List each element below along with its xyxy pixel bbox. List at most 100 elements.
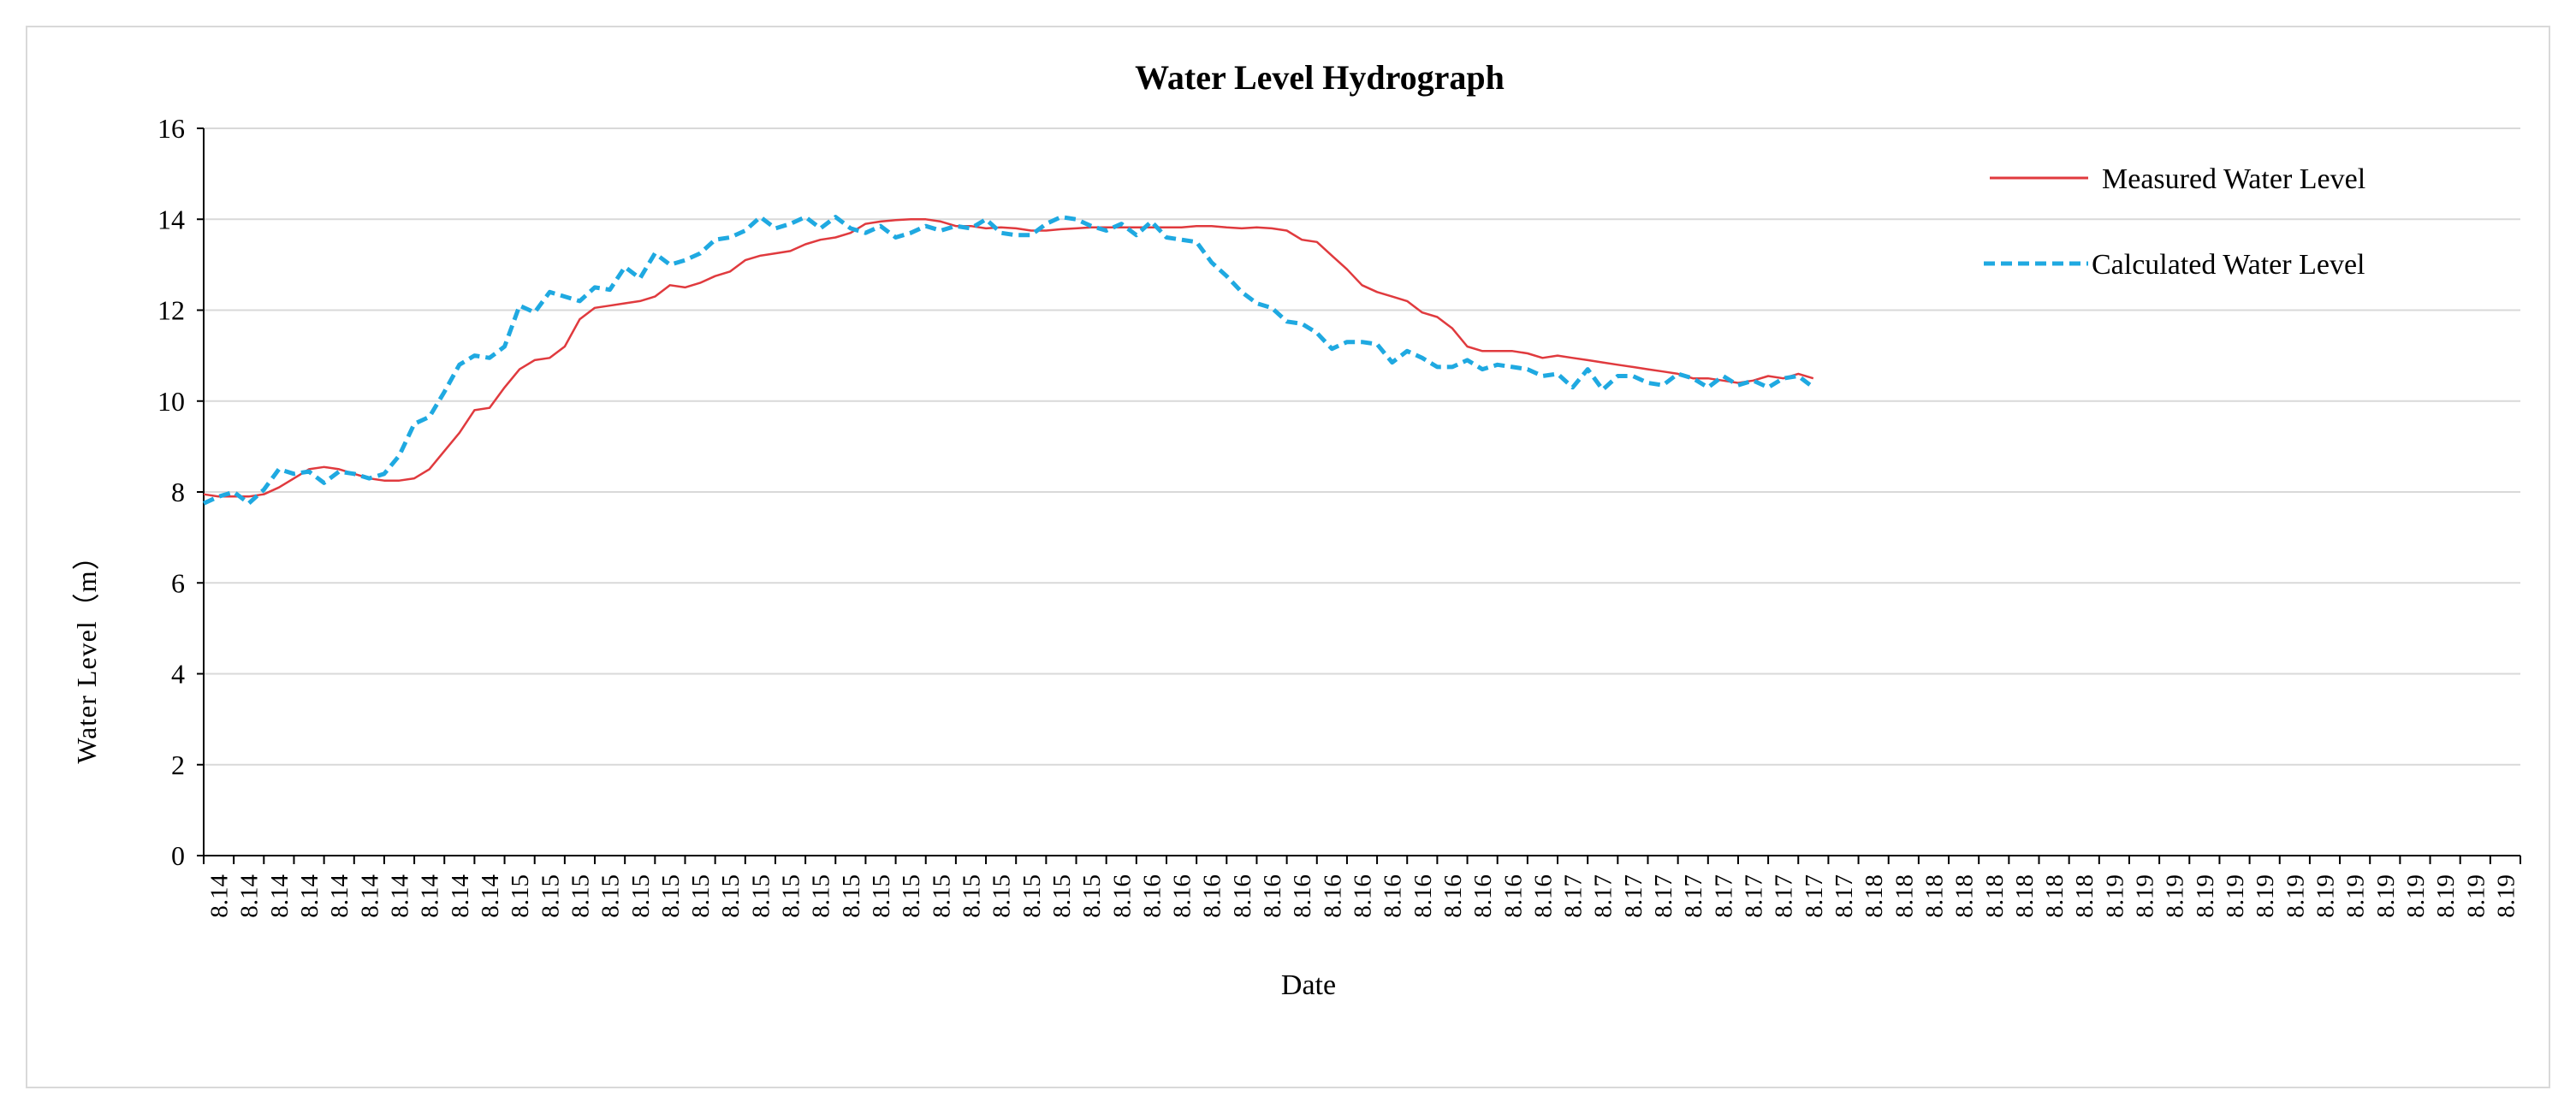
- x-tick-label: 8.16: [1410, 874, 1437, 918]
- x-tick-label: 8.15: [1018, 874, 1046, 918]
- y-tick-label: 4: [171, 659, 185, 690]
- x-tick-label: 8.17: [1801, 874, 1828, 918]
- x-tick-label: 8.14: [296, 874, 323, 918]
- x-tick-label: 8.15: [537, 874, 564, 918]
- x-tick-label: 8.18: [1951, 874, 1979, 918]
- x-tick-label: 8.14: [356, 874, 383, 918]
- y-tick-label: 10: [157, 386, 185, 417]
- x-tick-label: 8.18: [1920, 874, 1948, 918]
- x-tick-label: 8.19: [2372, 874, 2400, 918]
- x-tick-label: 8.16: [1499, 874, 1527, 918]
- y-tick-label: 12: [157, 295, 185, 326]
- x-tick-label: 8.19: [2132, 874, 2159, 918]
- x-tick-label: 8.15: [988, 874, 1016, 918]
- x-tick-label: 8.19: [2312, 874, 2339, 918]
- x-tick-labels: 8.14 8.14 8.14 8.14 8.14 8.14 8.14 8.14 8.14 8.14…: [206, 874, 2520, 918]
- y-tick-label: 0: [171, 840, 185, 871]
- x-tick-label: 8.18: [2011, 874, 2039, 918]
- x-tick-label: 8.15: [838, 874, 865, 918]
- x-tick-label: 8.16: [1199, 874, 1226, 918]
- x-tick-label: 8.14: [236, 874, 264, 918]
- x-tick-label: 8.14: [206, 874, 234, 918]
- x-tick-label: 8.17: [1620, 874, 1647, 918]
- x-tick-label: 8.15: [958, 874, 985, 918]
- x-axis-label: Date: [1281, 969, 1336, 1001]
- x-tick-label: 8.16: [1289, 874, 1316, 918]
- x-tick-label: 8.19: [2192, 874, 2219, 918]
- chart-title: Water Level Hydrograph: [1135, 58, 1505, 97]
- y-tick-labels: 0 2 4 6 8 10 12 14 16: [157, 113, 185, 871]
- x-tick-label: 8.16: [1319, 874, 1346, 918]
- x-tick-label: 8.18: [1890, 874, 1918, 918]
- x-tick-label: 8.14: [447, 874, 474, 918]
- x-tick-label: 8.19: [2222, 874, 2249, 918]
- y-tick-label: 14: [157, 204, 185, 234]
- x-tick-label: 8.17: [1741, 874, 1768, 918]
- x-tick-label: 8.16: [1229, 874, 1256, 918]
- x-tick-label: 8.15: [778, 874, 805, 918]
- measured-water-level-line: [203, 218, 1814, 498]
- x-tick-label: 8.15: [898, 874, 925, 918]
- y-tick-label: 16: [157, 113, 185, 144]
- x-tick-label: 8.16: [1439, 874, 1467, 918]
- x-tick-label: 8.16: [1350, 874, 1377, 918]
- x-tick-label: 8.15: [1048, 874, 1076, 918]
- x-tick-label: 8.17: [1590, 874, 1617, 918]
- x-tick-label: 8.17: [1771, 874, 1798, 918]
- y-axis-label: Water Level（m）: [71, 542, 102, 763]
- x-tick-label: 8.18: [1981, 874, 2009, 918]
- x-tick-label: 8.19: [2402, 874, 2430, 918]
- x-tick-label: 8.16: [1259, 874, 1286, 918]
- x-tick-label: 8.14: [387, 874, 414, 918]
- x-tick-label: 8.16: [1138, 874, 1166, 918]
- y-tick-label: 2: [171, 750, 185, 780]
- x-tick-label: 8.17: [1680, 874, 1707, 918]
- x-tick-label: 8.17: [1650, 874, 1677, 918]
- x-tick-label: 8.15: [627, 874, 655, 918]
- gridlines: [204, 127, 2520, 766]
- x-tick-label: 8.19: [2432, 874, 2460, 918]
- x-tick-label: 8.15: [1078, 874, 1106, 918]
- x-tick-label: 8.15: [747, 874, 775, 918]
- x-tick-label: 8.19: [2101, 874, 2128, 918]
- x-tick-label: 8.18: [1861, 874, 1888, 918]
- x-tick-label: 8.19: [2252, 874, 2279, 918]
- x-tick-label: 8.19: [2492, 874, 2520, 918]
- x-tick-label: 8.15: [597, 874, 625, 918]
- x-tick-label: 8.14: [477, 874, 504, 918]
- x-tick-label: 8.15: [657, 874, 685, 918]
- x-tick-label: 8.19: [2342, 874, 2370, 918]
- x-tick-label: 8.15: [507, 874, 534, 918]
- legend-label-measured: Measured Water Level: [2102, 163, 2365, 195]
- legend: Measured Water Level Calculated Water Le…: [1984, 163, 2365, 281]
- x-tick-label: 8.19: [2462, 874, 2490, 918]
- x-tick-label: 8.18: [2071, 874, 2098, 918]
- x-tick-label: 8.14: [417, 874, 444, 918]
- x-tick-label: 8.19: [2162, 874, 2189, 918]
- axes: [197, 127, 2521, 864]
- x-tick-label: 8.16: [1469, 874, 1497, 918]
- y-tick-label: 6: [171, 567, 185, 598]
- calculated-water-level-line: [202, 215, 1815, 506]
- x-tick-label: 8.16: [1108, 874, 1136, 918]
- x-tick-label: 8.16: [1529, 874, 1557, 918]
- x-tick-label: 8.17: [1710, 874, 1737, 918]
- legend-label-calculated: Calculated Water Level: [2092, 249, 2365, 281]
- x-tick-label: 8.17: [1560, 874, 1588, 918]
- x-tick-label: 8.15: [717, 874, 745, 918]
- x-tick-label: 8.16: [1169, 874, 1196, 918]
- chart-frame: 0 2 4 6 8 10 12 14 16 8.14 8.14 8.14 8.14 8.14 8.14 8.…: [26, 26, 2550, 1088]
- x-tick-label: 8.15: [567, 874, 594, 918]
- x-tick-label: 8.15: [687, 874, 715, 918]
- x-tick-label: 8.15: [808, 874, 835, 918]
- x-tick-label: 8.16: [1380, 874, 1407, 918]
- x-tick-label: 8.19: [2282, 874, 2309, 918]
- x-tick-label: 8.18: [2041, 874, 2069, 918]
- x-tick-label: 8.15: [928, 874, 955, 918]
- x-tick-label: 8.15: [868, 874, 895, 918]
- series-lines: [202, 215, 1815, 506]
- x-tick-label: 8.14: [266, 874, 294, 918]
- x-tick-label: 8.17: [1831, 874, 1858, 918]
- x-tick-label: 8.14: [326, 874, 353, 918]
